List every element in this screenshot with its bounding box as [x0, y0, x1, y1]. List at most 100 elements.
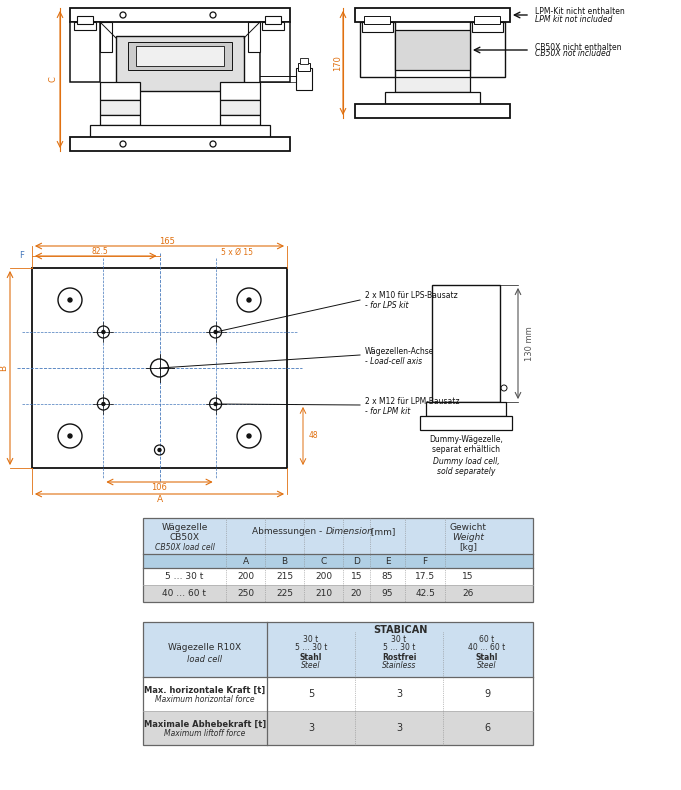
Text: 165: 165	[159, 236, 176, 246]
Text: 48: 48	[308, 431, 318, 441]
Circle shape	[214, 402, 217, 405]
Bar	[364, 16, 390, 24]
Text: Dummy-Wägezelle,: Dummy-Wägezelle,	[429, 435, 503, 445]
Text: [kg]: [kg]	[459, 544, 477, 552]
Text: Gewicht: Gewicht	[449, 524, 486, 532]
Text: LPM-Kit nicht enthalten: LPM-Kit nicht enthalten	[535, 7, 624, 17]
Bar	[385, 92, 480, 104]
Text: 6: 6	[484, 723, 490, 733]
Text: 170: 170	[334, 55, 343, 71]
Text: 15: 15	[351, 572, 362, 581]
Bar	[70, 22, 100, 82]
Bar	[265, 16, 281, 24]
Text: LPM kit not included: LPM kit not included	[535, 14, 612, 24]
Text: 42.5: 42.5	[415, 589, 435, 598]
Bar	[248, 22, 260, 52]
Text: - for LPS kit: - for LPS kit	[365, 302, 409, 310]
Bar	[298, 63, 310, 71]
Bar	[296, 68, 312, 90]
Bar	[90, 125, 270, 137]
Text: 40 … 60 t: 40 … 60 t	[469, 642, 505, 652]
Bar	[143, 677, 533, 711]
Bar	[260, 22, 290, 82]
Text: 5 x Ø 15: 5 x Ø 15	[221, 247, 253, 257]
Bar	[143, 518, 533, 602]
Text: CB50X nicht enthalten: CB50X nicht enthalten	[535, 43, 622, 51]
Text: 26: 26	[462, 589, 474, 598]
Text: 5 … 30 t: 5 … 30 t	[383, 642, 415, 652]
Bar	[395, 77, 470, 92]
Text: A: A	[157, 495, 163, 503]
Text: Wägezellen-Achse: Wägezellen-Achse	[365, 347, 434, 356]
Text: 5 … 30 t: 5 … 30 t	[295, 642, 327, 652]
Bar	[220, 100, 260, 115]
Text: C: C	[320, 556, 327, 566]
Bar	[70, 137, 290, 151]
Text: sold separately: sold separately	[437, 468, 495, 476]
Bar	[100, 82, 140, 100]
Bar	[355, 104, 510, 118]
Text: 3: 3	[396, 689, 402, 699]
Text: Maximale Abhebekraft [t]: Maximale Abhebekraft [t]	[144, 720, 266, 728]
Text: 15: 15	[462, 572, 474, 581]
Circle shape	[102, 402, 105, 405]
Text: Wägezelle: Wägezelle	[161, 524, 208, 532]
Bar	[470, 22, 505, 77]
Text: Wägezelle R10X: Wägezelle R10X	[168, 644, 242, 653]
Text: - for LPM kit: - for LPM kit	[365, 407, 410, 416]
Bar	[220, 82, 260, 100]
Circle shape	[158, 449, 161, 452]
Circle shape	[247, 434, 251, 438]
Text: Max. horizontale Kraft [t]: Max. horizontale Kraft [t]	[144, 686, 266, 694]
Circle shape	[68, 298, 72, 302]
Bar	[355, 8, 510, 22]
Bar	[143, 622, 533, 745]
Text: B: B	[281, 556, 287, 566]
Bar	[128, 42, 232, 70]
Text: A: A	[242, 556, 249, 566]
Text: 95: 95	[382, 589, 393, 598]
Text: Steel: Steel	[477, 661, 496, 671]
Bar	[100, 100, 140, 115]
Circle shape	[102, 330, 105, 333]
Text: F: F	[20, 251, 25, 261]
Text: 40 … 60 t: 40 … 60 t	[163, 589, 206, 598]
Bar	[472, 22, 503, 32]
Text: Maximum horizontal force: Maximum horizontal force	[155, 695, 255, 705]
Text: 82.5: 82.5	[92, 247, 108, 257]
Text: E: E	[385, 556, 390, 566]
Text: CB50X not included: CB50X not included	[535, 50, 611, 58]
Text: 85: 85	[382, 572, 393, 581]
Bar	[143, 568, 533, 585]
Text: 130 mm: 130 mm	[526, 326, 535, 361]
Text: 2 x M10 für LPS-Bausatz: 2 x M10 für LPS-Bausatz	[365, 292, 458, 300]
Text: Stahl: Stahl	[300, 653, 322, 661]
Text: load cell: load cell	[187, 654, 223, 664]
Bar	[100, 115, 140, 125]
Bar	[474, 16, 500, 24]
Text: 2 x M12 für LPM-Bausatz: 2 x M12 für LPM-Bausatz	[365, 397, 460, 405]
Bar	[395, 30, 470, 70]
Text: Dummy load cell,: Dummy load cell,	[432, 457, 499, 467]
Bar	[136, 46, 224, 66]
Text: Stahl: Stahl	[476, 653, 498, 661]
Bar	[432, 285, 500, 402]
Text: Stainless: Stainless	[382, 661, 416, 671]
Bar	[220, 115, 260, 125]
Text: - Load-cell axis: - Load-cell axis	[365, 356, 422, 366]
Text: C: C	[48, 76, 57, 82]
Text: B: B	[0, 365, 8, 371]
Text: STABICAN: STABICAN	[373, 625, 427, 635]
Circle shape	[68, 434, 72, 438]
Text: Steel: Steel	[301, 661, 321, 671]
Bar	[143, 622, 533, 677]
Circle shape	[214, 330, 217, 333]
Text: Dimension: Dimension	[326, 528, 373, 536]
Text: 3: 3	[308, 723, 314, 733]
Text: Maximum liftoff force: Maximum liftoff force	[164, 729, 246, 739]
Bar	[70, 8, 290, 22]
Bar	[262, 22, 284, 30]
Text: 5: 5	[308, 689, 314, 699]
Bar	[143, 585, 533, 602]
Bar	[360, 22, 395, 77]
